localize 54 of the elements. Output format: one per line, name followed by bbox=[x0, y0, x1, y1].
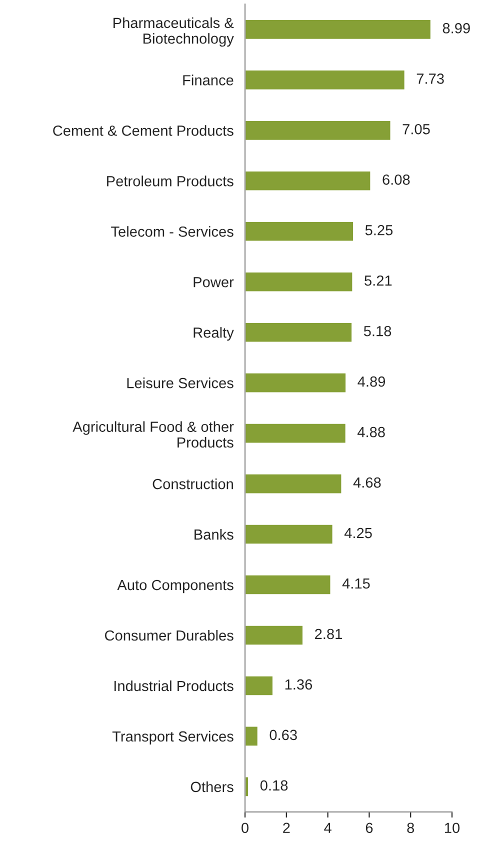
data-label: 7.05 bbox=[402, 124, 430, 134]
x-tick-label: 0 bbox=[242, 822, 249, 834]
bar bbox=[245, 624, 304, 646]
y-tick-label: Banks bbox=[194, 528, 234, 540]
y-tick-label: Leisure Services bbox=[127, 378, 234, 388]
data-label: 4.89 bbox=[358, 376, 386, 387]
y-tick-label: Petroleum Products bbox=[107, 176, 234, 186]
data-label: 2.81 bbox=[315, 628, 342, 640]
y-tick-label: Finance bbox=[183, 74, 234, 86]
bar bbox=[245, 18, 432, 40]
bar bbox=[245, 220, 354, 242]
bar bbox=[245, 372, 347, 394]
data-label: 4.15 bbox=[342, 578, 370, 589]
bar bbox=[245, 523, 334, 546]
y-tick-label: Pharmaceuticals & Biotechnology bbox=[114, 17, 234, 47]
bar bbox=[245, 271, 354, 293]
x-tick-label: 4 bbox=[324, 822, 332, 833]
y-tick-label: Consumer Durables bbox=[104, 630, 234, 641]
bar bbox=[245, 776, 250, 798]
y-tick-label: Transport Services bbox=[112, 730, 234, 745]
data-label: 0.63 bbox=[270, 730, 297, 740]
bar bbox=[245, 422, 347, 444]
y-tick-label: Power bbox=[194, 277, 234, 288]
y-tick-label: Agricultural Food & other Products bbox=[72, 421, 234, 448]
x-tick-label: 6 bbox=[366, 822, 373, 834]
bar bbox=[245, 725, 259, 747]
x-tick-label: 10 bbox=[445, 822, 460, 834]
data-label: 5.18 bbox=[364, 326, 392, 336]
data-label: 4.25 bbox=[344, 528, 372, 538]
y-tick-label: Others bbox=[190, 781, 234, 792]
bar bbox=[245, 574, 332, 596]
bar bbox=[245, 120, 392, 142]
bar bbox=[245, 473, 343, 495]
data-label: 5.21 bbox=[364, 275, 392, 286]
bar bbox=[245, 69, 406, 91]
bar bbox=[245, 674, 274, 697]
y-tick-label: Industrial Products bbox=[114, 680, 234, 692]
y-tick-label: Cement & Cement Products bbox=[53, 125, 234, 136]
data-label: 4.88 bbox=[357, 426, 385, 438]
y-tick-label: Realty bbox=[194, 327, 234, 341]
y-tick-label: Auto Components bbox=[117, 580, 234, 594]
y-tick-label: Construction bbox=[152, 478, 233, 490]
data-label: 1.36 bbox=[285, 679, 312, 690]
data-label: 7.73 bbox=[416, 74, 444, 84]
data-label: 6.08 bbox=[382, 174, 410, 185]
x-tick-label: 2 bbox=[283, 822, 290, 833]
data-label: 5.25 bbox=[365, 224, 393, 236]
data-label: 0.18 bbox=[260, 780, 288, 791]
y-tick-label: Telecom - Services bbox=[111, 226, 234, 237]
data-label: 8.99 bbox=[442, 23, 470, 34]
bar bbox=[245, 322, 353, 344]
bar bbox=[245, 170, 372, 192]
data-label: 4.68 bbox=[353, 477, 381, 488]
x-tick-label: 8 bbox=[407, 822, 414, 834]
